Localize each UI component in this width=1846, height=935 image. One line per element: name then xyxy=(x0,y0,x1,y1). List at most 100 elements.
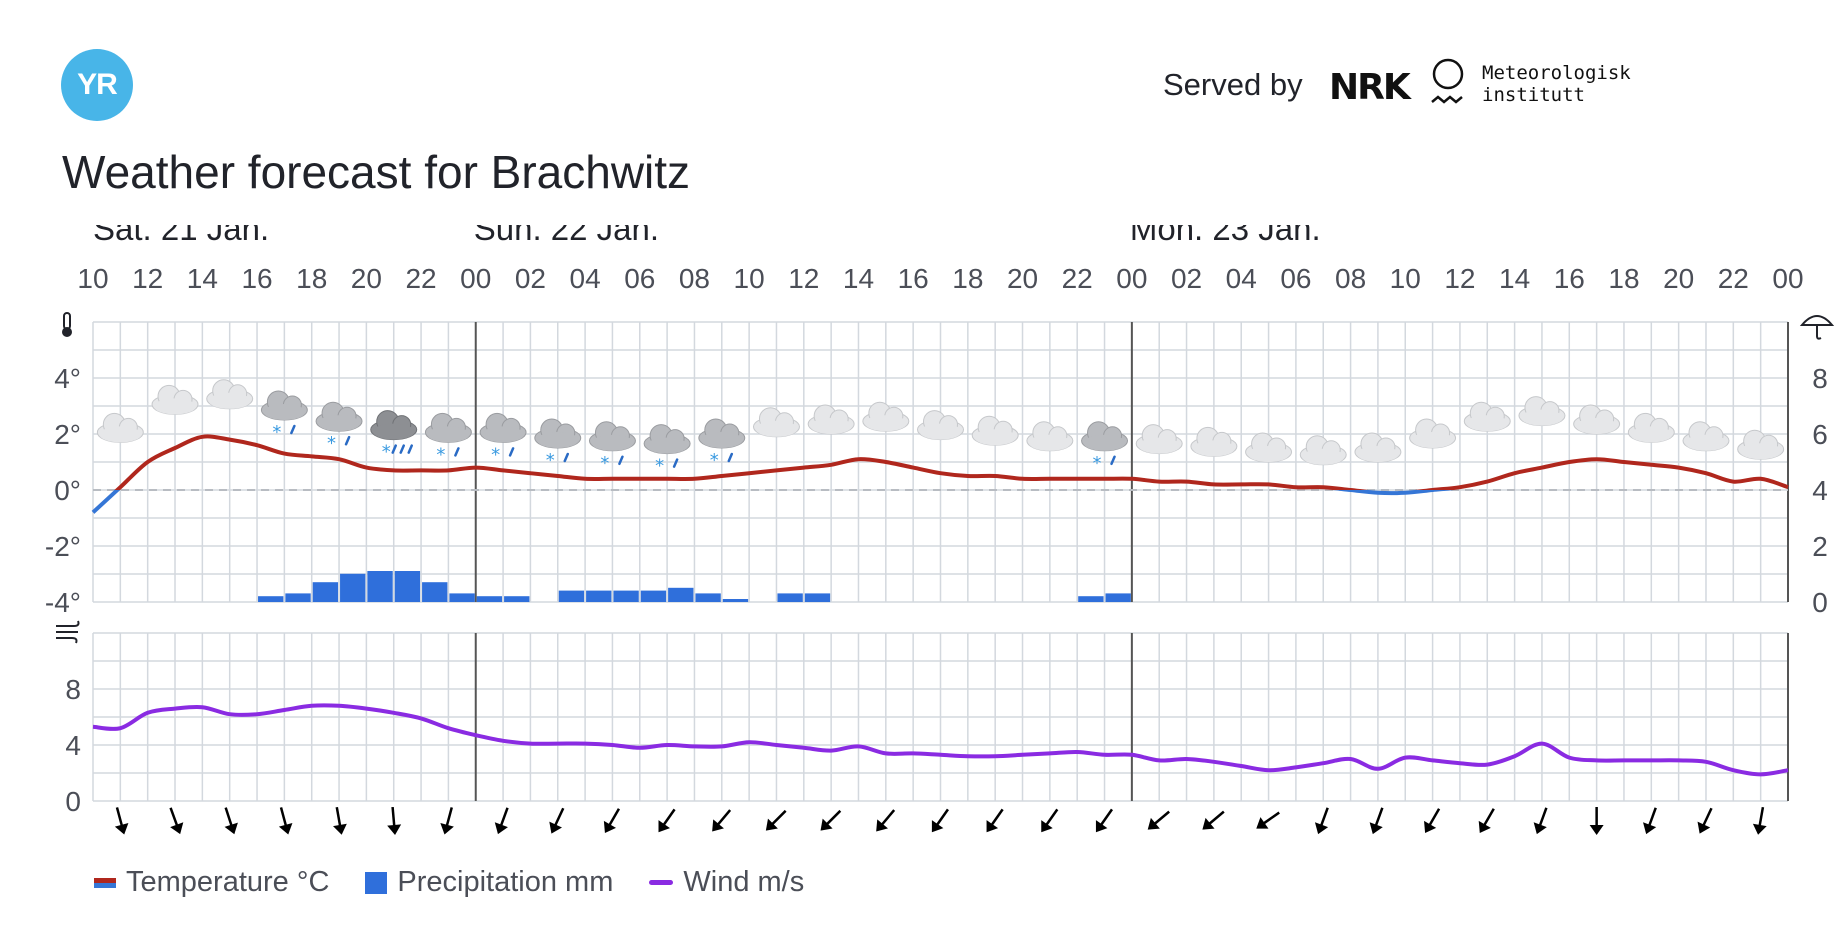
thermometer-icon xyxy=(62,312,72,337)
precipitation-bar xyxy=(504,596,530,602)
day-label: Sat. 21 Jan. xyxy=(93,225,269,247)
hour-tick-label: 08 xyxy=(1335,263,1366,294)
sleet-icon: * xyxy=(1081,421,1129,474)
wind-direction-arrow xyxy=(1643,807,1657,835)
temperature-tick-label: -4° xyxy=(45,587,81,618)
nrk-logo[interactable]: NRK xyxy=(1329,67,1411,108)
hour-tick-label: 02 xyxy=(515,263,546,294)
wind-direction-arrow xyxy=(1041,808,1059,833)
legend: Temperature °C Precipitation mm Wind m/s xyxy=(94,866,804,899)
temperature-line-warm xyxy=(114,434,1789,490)
weather-symbols: * * * * * * * * * * xyxy=(96,379,1785,477)
wind-direction-arrow xyxy=(1147,810,1170,830)
sleet-icon: * xyxy=(534,418,582,471)
hour-tick-label: 18 xyxy=(296,263,327,294)
precipitation-bar xyxy=(777,593,803,602)
wind-direction-arrow xyxy=(1369,807,1384,835)
day-labels: Sat. 21 Jan. Sun. 22 Jan. Mon. 23 Jan. xyxy=(93,225,1321,247)
svg-text:*: * xyxy=(382,442,391,463)
hour-tick-label: 20 xyxy=(1663,263,1694,294)
precipitation-bar xyxy=(1105,593,1131,602)
wind-tick-label: 4 xyxy=(65,730,81,761)
temperature-line xyxy=(91,434,1789,514)
yr-logo[interactable]: YR xyxy=(61,49,133,121)
wind-direction-arrow xyxy=(1697,807,1713,834)
cloud-icon xyxy=(1299,435,1347,466)
precipitation-bar xyxy=(695,593,721,602)
precipitation-bar xyxy=(394,571,421,602)
wind-direction-arrow xyxy=(1533,807,1548,835)
wind-direction-arrow xyxy=(1314,807,1329,835)
cloud-icon xyxy=(1026,421,1074,452)
svg-text:*: * xyxy=(491,444,500,465)
precipitation-bar xyxy=(1078,596,1104,602)
hour-tick-label: 04 xyxy=(1226,263,1257,294)
cloud-icon xyxy=(151,384,199,415)
hour-tick-label: 22 xyxy=(405,263,436,294)
wind-direction-arrow xyxy=(658,808,676,833)
wind-swatch xyxy=(649,880,674,885)
sleet-icon: * xyxy=(643,424,691,477)
svg-text:*: * xyxy=(436,444,445,465)
hour-tick-label: 12 xyxy=(132,263,163,294)
svg-text:*: * xyxy=(710,450,719,471)
served-by-label: Served by xyxy=(1163,67,1303,102)
cloud-icon xyxy=(1354,432,1402,463)
cloud-icon xyxy=(971,415,1019,446)
precipitation-bar xyxy=(449,593,475,602)
precipitation-tick-label: 0 xyxy=(1812,587,1828,618)
wind-tick-label: 8 xyxy=(65,674,81,705)
hour-tick-label: 14 xyxy=(1499,263,1530,294)
cloud-icon xyxy=(1737,429,1785,460)
hour-tick-label: 10 xyxy=(1390,263,1421,294)
precipitation-tick-label: 4 xyxy=(1812,475,1828,506)
legend-temperature-label: Temperature °C xyxy=(126,866,330,898)
day-label: Mon. 23 Jan. xyxy=(1130,225,1321,247)
temperature-swatch xyxy=(94,877,116,888)
wind-direction-arrow xyxy=(169,807,184,835)
temperature-tick-label: 0° xyxy=(54,475,81,506)
served-by-block: Served by NRK Meteorologisk institutt xyxy=(1146,52,1846,122)
legend-temperature: Temperature °C xyxy=(94,866,329,899)
hour-tick-label: 12 xyxy=(1444,263,1475,294)
legend-wind-label: Wind m/s xyxy=(683,866,805,898)
sleet-icon: * xyxy=(315,401,363,454)
wind-direction-arrow xyxy=(1424,808,1441,833)
precipitation-bar xyxy=(476,596,503,602)
wind-direction-arrow xyxy=(1589,807,1604,835)
day-label: Sun. 22 Jan. xyxy=(474,225,659,247)
cloud-icon xyxy=(917,410,964,441)
cloud-icon xyxy=(752,407,800,438)
met-institute-icon[interactable] xyxy=(1428,56,1468,116)
cloud-icon xyxy=(807,404,855,435)
precipitation-bars xyxy=(258,571,1131,602)
legend-precipitation: Precipitation mm xyxy=(365,866,613,899)
met-institute-name[interactable]: Meteorologisk institutt xyxy=(1482,62,1682,106)
precipitation-bar xyxy=(640,590,667,602)
hour-tick-label: 00 xyxy=(460,263,491,294)
wind-direction-arrow xyxy=(114,807,129,835)
temperature-tick-label: 4° xyxy=(54,363,81,394)
hour-tick-label: 00 xyxy=(1772,263,1803,294)
wind-direction-arrow xyxy=(1256,811,1280,829)
wind-icon xyxy=(56,620,80,644)
wind-direction-arrow xyxy=(1202,810,1225,830)
legend-wind: Wind m/s xyxy=(649,866,804,899)
forecast-chart: Sat. 21 Jan. Sun. 22 Jan. Mon. 23 Jan. 10 1… xyxy=(45,225,1835,835)
precipitation-bar xyxy=(586,590,612,602)
precipitation-bar xyxy=(558,590,585,602)
wind-direction-arrow xyxy=(820,809,842,831)
svg-text:*: * xyxy=(1093,453,1102,474)
hour-tick-label: 22 xyxy=(1062,263,1093,294)
cloud-icon xyxy=(1409,418,1457,449)
wind-direction-arrow xyxy=(387,806,402,835)
precipitation-bar xyxy=(422,582,448,602)
precipitation-bar xyxy=(285,593,311,602)
hour-tick-label: 10 xyxy=(77,263,108,294)
wind-direction-arrow xyxy=(1752,806,1767,835)
cloud-icon xyxy=(96,412,144,443)
axis-tick-labels: 4° 2° 0° -2° -4° 8 6 4 2 0 8 4 0 xyxy=(45,363,1828,817)
hour-tick-label: 18 xyxy=(1608,263,1639,294)
wind-direction-arrow xyxy=(278,807,293,835)
precipitation-bar xyxy=(722,599,749,602)
